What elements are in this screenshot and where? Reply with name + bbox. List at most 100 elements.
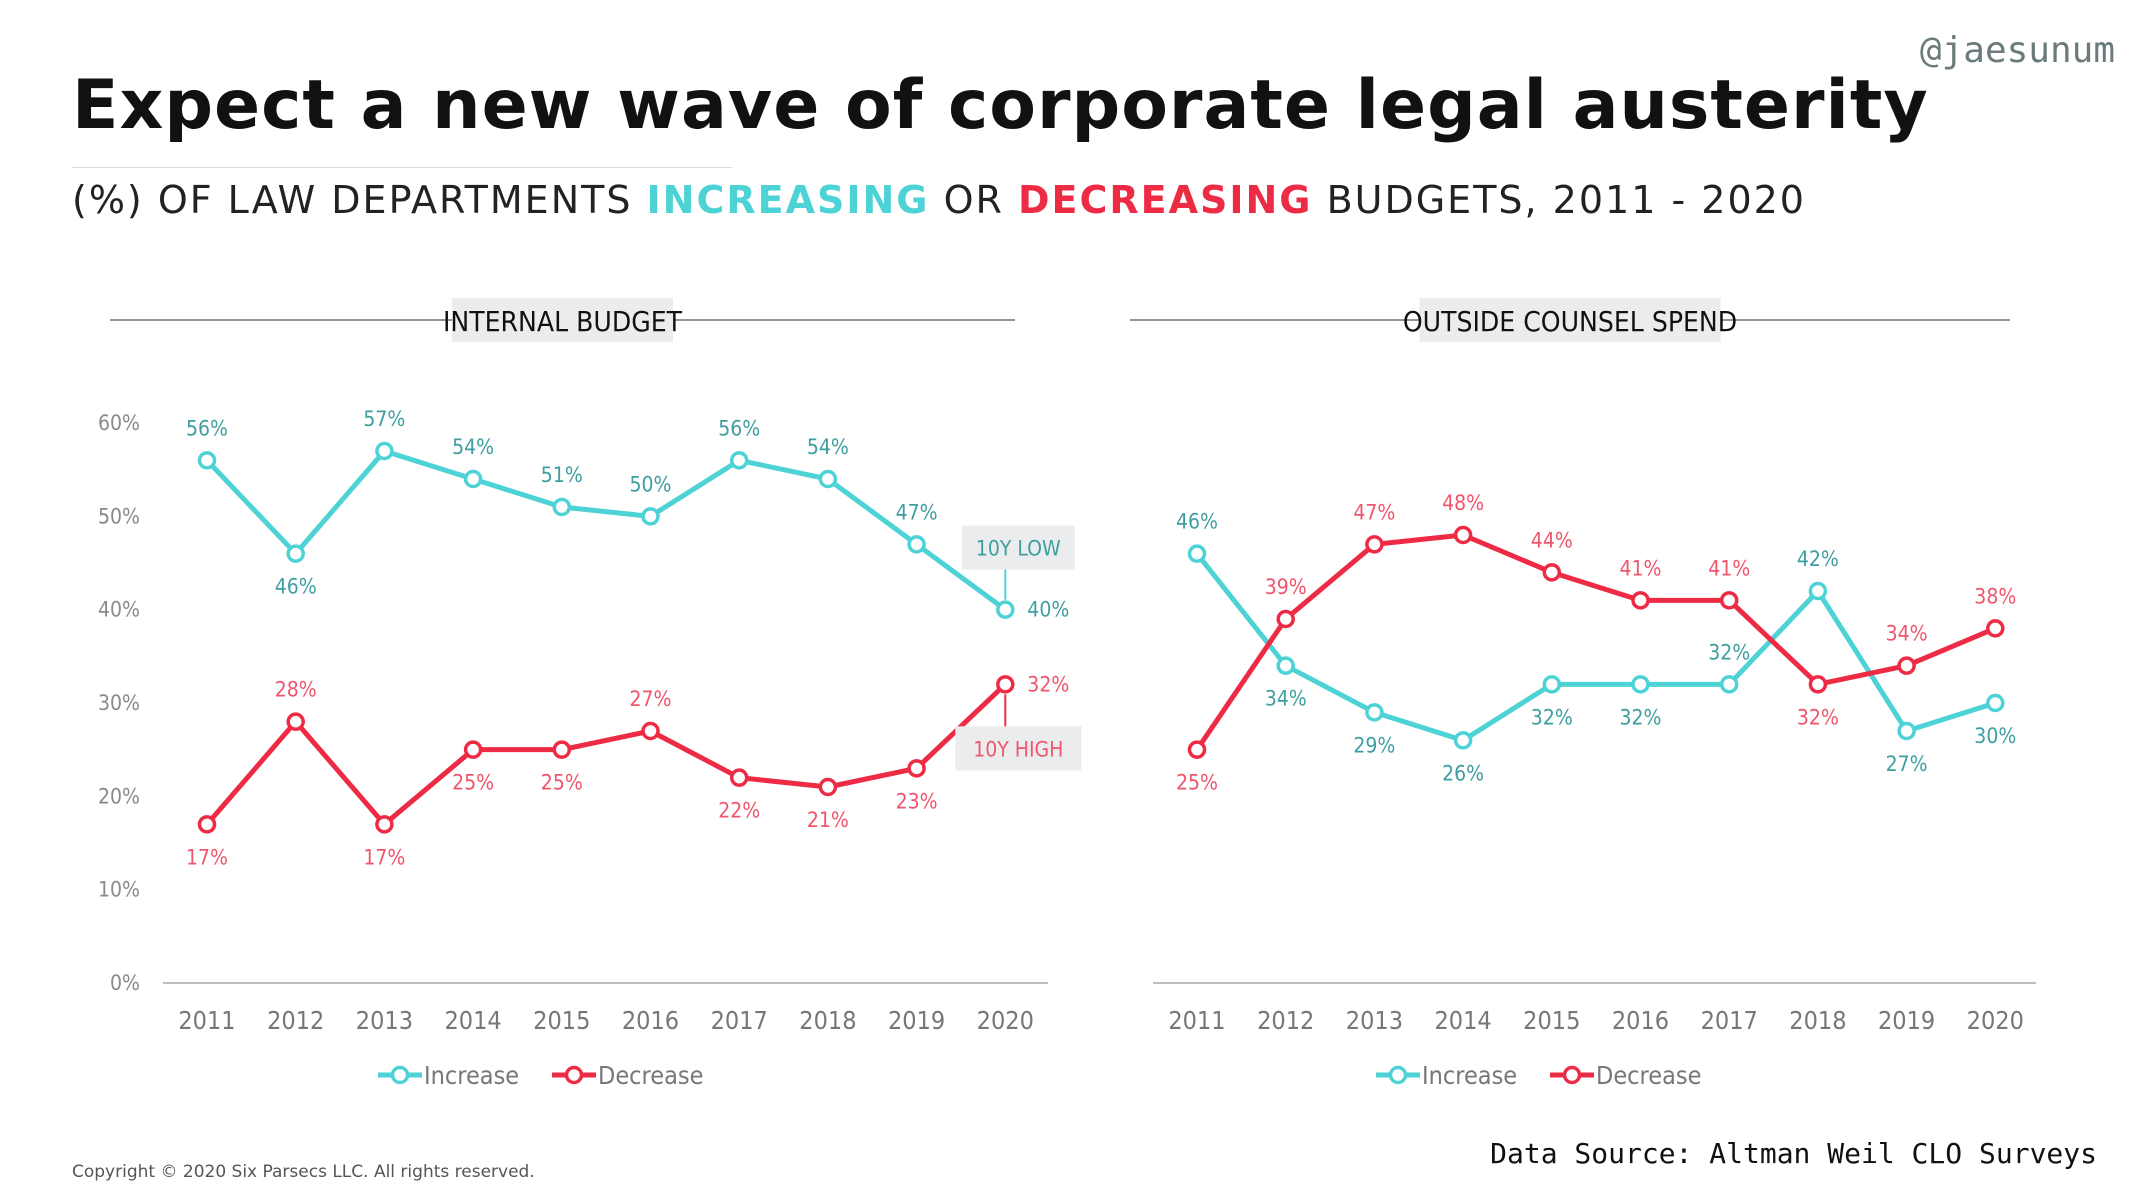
subtitle-decreasing: DECREASING — [1017, 178, 1313, 222]
chart-subtitle: (%) OF LAW DEPARTMENTS INCREASING OR DEC… — [72, 178, 1806, 222]
data-point — [286, 544, 305, 563]
x-tick-label: 2018 — [1789, 1006, 1846, 1035]
data-label: 42% — [1797, 547, 1839, 571]
panel-title-bg — [1419, 298, 1721, 342]
y-tick-label: 50% — [98, 504, 140, 528]
data-point — [1542, 563, 1562, 582]
data-point — [1542, 675, 1562, 694]
legend-swatch-marker — [564, 1065, 584, 1085]
data-point — [907, 535, 926, 554]
data-label: 29% — [1353, 733, 1395, 757]
x-tick-label: 2017 — [711, 1006, 768, 1035]
data-label: 56% — [718, 416, 760, 440]
annotation-label: 10Y HIGH — [973, 737, 1063, 761]
data-point — [1187, 740, 1207, 759]
data-point — [463, 469, 483, 489]
legend-swatch-marker — [390, 1065, 410, 1085]
data-point — [996, 675, 1015, 694]
legend-label: Decrease — [598, 1061, 703, 1090]
data-label: 41% — [1708, 556, 1750, 580]
data-point — [729, 451, 749, 470]
legend-label: Increase — [1422, 1061, 1517, 1090]
data-label: 25% — [452, 771, 494, 795]
data-point — [286, 712, 305, 731]
data-label: 32% — [1027, 672, 1069, 696]
data-point — [1897, 721, 1916, 741]
x-tick-label: 2013 — [1346, 1006, 1403, 1035]
data-label: 47% — [896, 500, 938, 524]
subtitle-suffix: BUDGETS, 2011 - 2020 — [1312, 178, 1806, 222]
data-label: 57% — [363, 407, 405, 431]
x-tick-label: 2011 — [178, 1006, 235, 1035]
y-tick-label: 0% — [110, 971, 140, 995]
data-label: 46% — [275, 575, 317, 599]
data-label: 54% — [807, 435, 849, 459]
series-line-decrease — [1194, 532, 1997, 752]
panel-title: OUTSIDE COUNSEL SPEND — [1403, 305, 1737, 338]
data-label: 54% — [452, 435, 494, 459]
data-point — [1631, 591, 1650, 610]
data-label: 32% — [1620, 705, 1662, 729]
data-point — [1453, 525, 1473, 545]
copyright-notice: Copyright © 2020 Six Parsecs LLC. All ri… — [72, 1162, 535, 1182]
data-point — [1365, 703, 1384, 722]
data-label: 32% — [1797, 705, 1839, 729]
title-divider — [72, 167, 732, 168]
y-tick-label: 30% — [98, 691, 140, 715]
legend-swatch-marker — [1388, 1065, 1408, 1085]
data-label: 21% — [807, 808, 849, 832]
data-label: 22% — [718, 799, 760, 823]
data-label: 41% — [1620, 556, 1662, 580]
x-tick-label: 2012 — [267, 1006, 324, 1035]
data-point — [1897, 656, 1916, 675]
data-point — [1808, 675, 1828, 694]
data-label: 25% — [541, 771, 583, 795]
data-label: 32% — [1531, 705, 1573, 729]
y-tick-label: 40% — [98, 598, 140, 622]
data-label: 39% — [1265, 575, 1307, 599]
legend-label: Increase — [424, 1061, 519, 1090]
data-point — [1986, 619, 2005, 638]
data-label: 34% — [1886, 622, 1928, 646]
x-tick-label: 2019 — [888, 1006, 945, 1035]
data-point — [1276, 609, 1295, 629]
data-label: 50% — [630, 472, 672, 496]
data-point — [1986, 693, 2005, 713]
data-point — [1187, 544, 1207, 563]
x-tick-label: 2017 — [1701, 1006, 1758, 1035]
data-label: 47% — [1353, 500, 1395, 524]
data-point — [1719, 591, 1739, 610]
chart-panel-2: OUTSIDE COUNSEL SPEND 2011 2012 2013 2014 201… — [1130, 298, 2036, 1090]
subtitle-middle: OR — [929, 178, 1018, 222]
x-tick-label: 2020 — [977, 1006, 1034, 1035]
y-tick-label: 20% — [98, 784, 140, 808]
data-point — [552, 740, 572, 759]
legend-label: Decrease — [1596, 1061, 1701, 1090]
x-tick-label: 2014 — [444, 1006, 501, 1035]
x-tick-label: 2013 — [356, 1006, 413, 1035]
data-label: 32% — [1708, 640, 1750, 664]
data-label: 27% — [630, 687, 672, 711]
data-point — [375, 441, 394, 461]
data-point — [996, 600, 1015, 619]
annotation-label: 10Y LOW — [976, 537, 1061, 561]
data-point — [907, 759, 926, 778]
data-point — [375, 815, 394, 834]
data-point — [1453, 731, 1473, 750]
data-point — [641, 507, 660, 526]
chart-panel-1: INTERNAL BUDGET 0% 10% 20% 30% 40% 50% 60% 2011 2… — [98, 298, 1082, 1090]
data-label: 51% — [541, 463, 583, 487]
panel-title-bg — [452, 298, 673, 342]
page-title: Expect a new wave of corporate legal aus… — [72, 66, 1929, 145]
data-label: 46% — [1176, 510, 1218, 534]
x-tick-label: 2019 — [1878, 1006, 1935, 1035]
y-tick-label: 10% — [98, 878, 140, 902]
x-tick-label: 2014 — [1434, 1006, 1491, 1035]
data-point — [1808, 581, 1828, 601]
x-tick-label: 2016 — [1612, 1006, 1669, 1035]
x-tick-label: 2018 — [799, 1006, 856, 1035]
data-label: 17% — [186, 845, 228, 869]
x-tick-label: 2011 — [1168, 1006, 1225, 1035]
data-label: 30% — [1974, 724, 2016, 748]
